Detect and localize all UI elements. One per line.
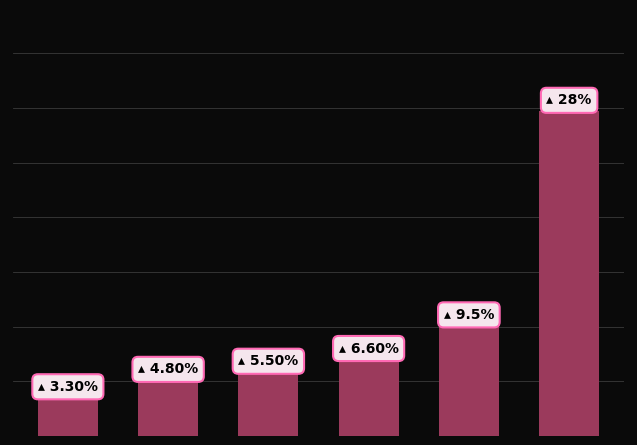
Text: ▴ 5.50%: ▴ 5.50% xyxy=(238,354,299,368)
Bar xyxy=(238,372,299,436)
Text: ▴ 28%: ▴ 28% xyxy=(547,93,592,107)
Bar xyxy=(338,360,399,436)
Bar xyxy=(38,398,98,436)
Bar xyxy=(138,380,198,436)
Text: ▴ 6.60%: ▴ 6.60% xyxy=(339,341,399,356)
Text: ▴ 4.80%: ▴ 4.80% xyxy=(138,362,198,376)
Text: ▴ 3.30%: ▴ 3.30% xyxy=(38,380,98,394)
Text: ▴ 9.5%: ▴ 9.5% xyxy=(443,308,494,322)
Bar xyxy=(539,111,599,436)
Bar xyxy=(439,326,499,436)
